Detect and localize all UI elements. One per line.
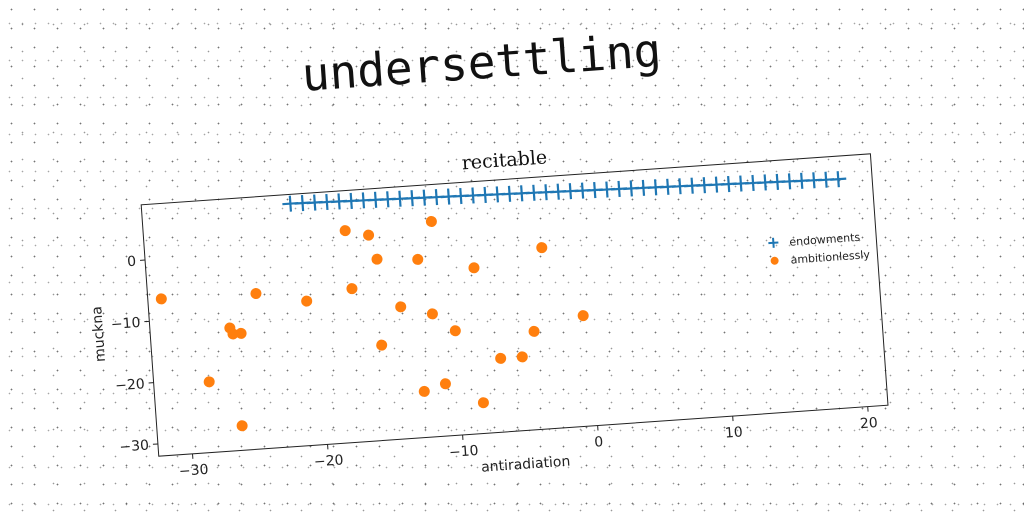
y-axis-label: muckna (89, 306, 109, 363)
legend-marker-endowments (768, 237, 779, 248)
x-tick-label: 10 (724, 424, 743, 441)
point-ambitionlessly (412, 253, 424, 265)
point-ambitionlessly (495, 352, 507, 364)
point-ambitionlessly (516, 351, 528, 363)
legend-label-endowments: endowments (789, 231, 861, 249)
y-tick-label: −20 (115, 376, 146, 394)
point-ambitionlessly (250, 288, 262, 300)
point-ambitionlessly (426, 308, 438, 320)
point-ambitionlessly (301, 295, 313, 307)
legend-marker-ambitionlessly (770, 256, 779, 265)
point-ambitionlessly (425, 215, 437, 227)
point-ambitionlessly (536, 242, 548, 254)
point-ambitionlessly (468, 262, 480, 274)
x-tick-label: 20 (859, 415, 878, 432)
point-ambitionlessly (418, 385, 430, 397)
y-tick-label: 0 (127, 254, 137, 271)
plot-area (140, 153, 889, 457)
point-ambitionlessly (439, 378, 451, 390)
point-ambitionlessly (477, 397, 489, 409)
x-tick-label: −20 (313, 452, 344, 470)
x-tick-label: 0 (594, 434, 604, 451)
point-ambitionlessly (339, 225, 351, 237)
legend-label-ambitionlessly: ambitionlessly (790, 248, 871, 267)
x-tick-label: −30 (178, 462, 209, 480)
y-tick-label: −30 (119, 438, 150, 456)
point-ambitionlessly (577, 310, 589, 322)
point-ambitionlessly (528, 325, 540, 337)
y-tick-label: −10 (110, 315, 141, 333)
point-ambitionlessly (227, 328, 239, 340)
point-ambitionlessly (236, 420, 248, 432)
point-ambitionlessly (203, 376, 215, 388)
point-ambitionlessly (376, 339, 388, 351)
x-axis-label: antiradiation (481, 454, 571, 476)
point-ambitionlessly (449, 325, 461, 337)
point-ambitionlessly (155, 293, 167, 305)
chart-title: recitable (461, 146, 548, 174)
legend: endowments ambitionlessly (768, 231, 871, 267)
point-ambitionlessly (395, 301, 407, 313)
point-ambitionlessly (363, 229, 375, 241)
point-endowments (830, 171, 847, 188)
point-ambitionlessly (235, 327, 247, 339)
point-ambitionlessly (371, 253, 383, 265)
point-ambitionlessly (346, 283, 358, 295)
x-tick-label: −10 (448, 443, 479, 461)
